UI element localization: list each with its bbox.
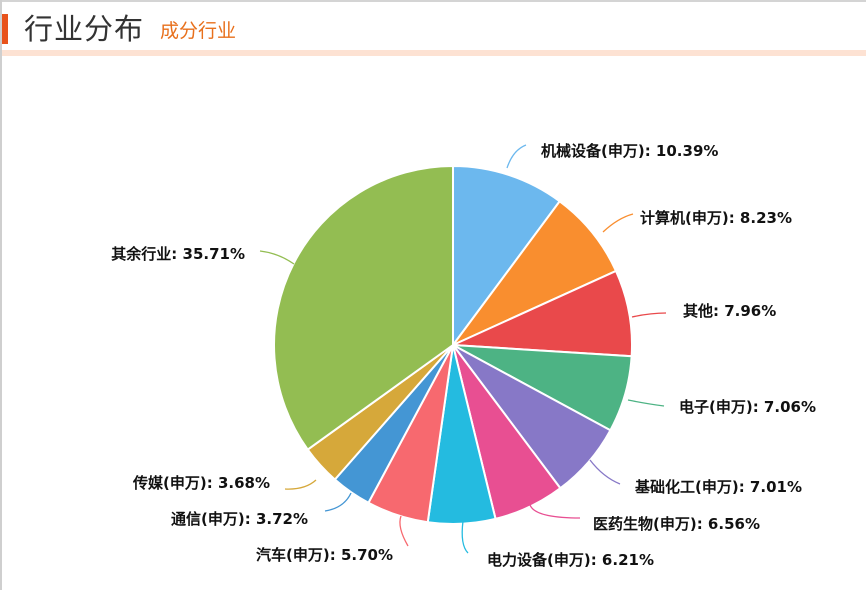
slice-label: 传媒(申万): 3.68%	[132, 474, 270, 492]
slice-label: 其他: 7.96%	[683, 302, 776, 320]
chart-area: 机械设备(申万): 10.39% 计算机(申万): 8.23% 其他: 7.96% 电…	[0, 56, 866, 590]
leader-line	[324, 492, 352, 512]
pie-chart: 机械设备(申万): 10.39% 计算机(申万): 8.23% 其他: 7.96% 电…	[111, 142, 816, 569]
slice-labels: 机械设备(申万): 10.39% 计算机(申万): 8.23% 其他: 7.96% 电…	[111, 142, 816, 569]
leader-line	[461, 520, 469, 554]
leader-line	[602, 213, 634, 233]
slice-label: 计算机(申万): 8.23%	[640, 209, 792, 227]
leader-line	[627, 399, 665, 407]
section-header: 行业分布 成分行业	[0, 2, 866, 50]
slice-label: 机械设备(申万): 10.39%	[541, 142, 718, 160]
title-accent-bar	[2, 14, 8, 44]
leader-line	[284, 479, 317, 490]
slice-label: 电力设备(申万): 6.21%	[487, 551, 654, 569]
leader-line	[529, 504, 581, 519]
leader-lines	[259, 144, 667, 554]
top-border	[0, 0, 866, 2]
leader-line	[259, 250, 295, 265]
leader-line	[506, 144, 527, 169]
slice-label: 医药生物(申万): 6.56%	[593, 515, 760, 533]
leader-line	[399, 515, 409, 547]
section-title: 行业分布	[24, 12, 145, 46]
section-subtitle: 成分行业	[160, 20, 237, 42]
pie-slice[interactable]	[452, 164, 562, 349]
pie-slices	[273, 164, 633, 525]
leader-line	[589, 459, 621, 485]
slice-label: 汽车(申万): 5.70%	[256, 546, 393, 564]
slice-label: 其余行业: 35.71%	[111, 245, 245, 263]
pie-slice[interactable]	[449, 199, 618, 348]
slice-label: 基础化工(申万): 7.01%	[634, 478, 802, 496]
left-border	[0, 0, 2, 590]
header-divider	[2, 50, 866, 56]
slice-label: 通信(申万): 3.72%	[171, 510, 308, 528]
leader-line	[631, 312, 667, 318]
slice-label: 电子(申万): 7.06%	[679, 398, 816, 416]
